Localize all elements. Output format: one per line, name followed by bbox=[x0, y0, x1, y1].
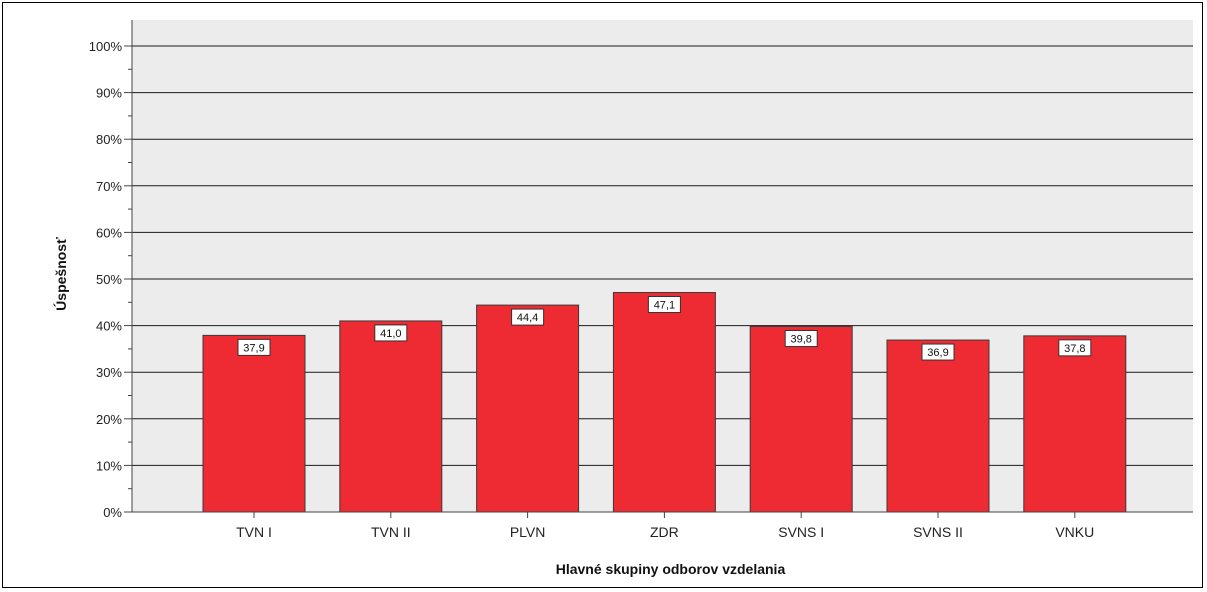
x-tick-label: TVN II bbox=[371, 524, 411, 540]
bar bbox=[749, 326, 853, 513]
y-tick-label: 90% bbox=[96, 86, 122, 101]
y-tick-label: 100% bbox=[89, 39, 123, 54]
y-tick-label: 0% bbox=[103, 505, 122, 520]
bars bbox=[202, 292, 1127, 513]
bar bbox=[886, 339, 990, 513]
y-tick-label: 10% bbox=[96, 458, 122, 473]
data-labels: 37,9 41,0 44,4 47,1 39,8 36,9 37,8 bbox=[237, 296, 1092, 361]
data-label: 44,4 bbox=[517, 312, 538, 324]
data-label-box bbox=[511, 308, 545, 326]
gridlines bbox=[132, 45, 1193, 513]
bar bbox=[202, 334, 306, 513]
data-label-box bbox=[237, 338, 271, 356]
data-label-box bbox=[647, 296, 681, 314]
x-tick-label: PLVN bbox=[510, 524, 546, 540]
x-axis-title: Hlavné skupiny odborov vzdelania bbox=[556, 561, 786, 577]
y-tick-label: 40% bbox=[96, 319, 122, 334]
axes: 0% 10% 20% 30% 40% 50% 60% 70% 80% 90% 100% TVN I TV… bbox=[89, 20, 1193, 540]
y-tick-label: 30% bbox=[96, 365, 122, 380]
data-label: 37,8 bbox=[1064, 343, 1085, 355]
y-tick-label: 70% bbox=[96, 179, 122, 194]
data-label-box bbox=[1058, 339, 1092, 357]
bar bbox=[612, 292, 716, 513]
y-tick-label: 60% bbox=[96, 225, 122, 240]
x-tick-label: SVNS I bbox=[778, 524, 824, 540]
x-tick-label: VNKU bbox=[1055, 524, 1094, 540]
y-tick-label: 80% bbox=[96, 132, 122, 147]
data-label: 41,0 bbox=[380, 328, 401, 340]
data-label-box bbox=[921, 343, 955, 361]
y-tick-label: 20% bbox=[96, 412, 122, 427]
data-label-box bbox=[374, 324, 408, 342]
y-axis-title: Úspešnosť bbox=[52, 237, 69, 311]
data-label-box bbox=[784, 330, 818, 348]
x-tick-label: TVN I bbox=[236, 524, 272, 540]
data-label: 39,8 bbox=[790, 334, 811, 346]
x-tick-label: ZDR bbox=[650, 524, 679, 540]
bar bbox=[476, 304, 580, 513]
x-tick-label: SVNS II bbox=[913, 524, 963, 540]
data-label: 47,1 bbox=[654, 300, 675, 312]
data-label: 36,9 bbox=[927, 347, 948, 359]
data-label: 37,9 bbox=[243, 342, 264, 354]
bar bbox=[339, 320, 443, 513]
y-tick-label: 50% bbox=[96, 272, 122, 287]
bar bbox=[1023, 335, 1127, 513]
